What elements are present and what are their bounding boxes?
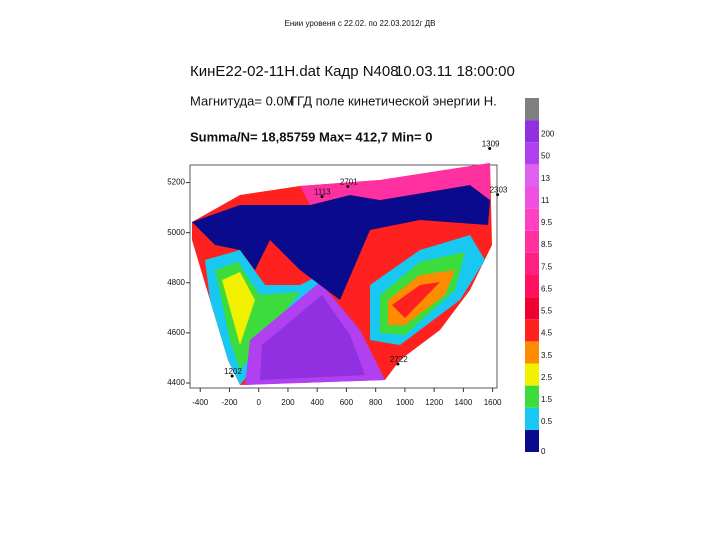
colorbar-label: 9.5 xyxy=(541,218,553,227)
colorbar-segment xyxy=(525,208,539,231)
colorbar-label: 5.5 xyxy=(541,307,553,316)
header-summary: Summa/N= 18,85759 Max= 412,7 Min= 0 xyxy=(190,129,432,144)
station-label: 1309 xyxy=(482,140,500,149)
colorbar-label: 200 xyxy=(541,130,555,139)
x-tick-label: 1600 xyxy=(484,398,502,407)
y-tick-label: 5000 xyxy=(167,228,185,237)
station xyxy=(496,193,500,197)
y-tick-label: 4600 xyxy=(167,328,185,337)
header-time: 10.03.11 18:00:00 xyxy=(395,63,515,80)
colorbar-label: 8.5 xyxy=(541,240,553,249)
colorbar-label: 2.5 xyxy=(541,373,553,382)
colorbar-segment xyxy=(525,98,539,121)
colorbar-label: 4.5 xyxy=(541,329,553,338)
colorbar-label: 13 xyxy=(541,174,550,183)
station xyxy=(230,374,234,378)
x-tick-label: 200 xyxy=(281,398,295,407)
station xyxy=(320,195,324,199)
colorbar-segment xyxy=(525,275,539,298)
colorbar-label: 1.5 xyxy=(541,395,553,404)
x-tick-label: -200 xyxy=(221,398,238,407)
colorbar-segment xyxy=(525,341,539,364)
y-tick-label: 4400 xyxy=(167,378,185,387)
x-tick-label: 600 xyxy=(340,398,354,407)
colorbar-segment xyxy=(525,120,539,143)
x-tick-label: -400 xyxy=(192,398,209,407)
colorbar-label: 6.5 xyxy=(541,284,553,293)
colorbar-label: 11 xyxy=(541,196,550,205)
y-tick-label: 4800 xyxy=(167,278,185,287)
colorbar-segment xyxy=(525,164,539,187)
header-file: КинE22-02-11Н.dat Кадр N408 xyxy=(190,63,399,80)
x-tick-label: 1000 xyxy=(396,398,414,407)
station-label: 1113 xyxy=(314,188,331,197)
x-tick-label: 1400 xyxy=(454,398,472,407)
header-magnitude: Магнитуда= 0.0М xyxy=(190,93,294,108)
colorbar-segment xyxy=(525,407,539,430)
station xyxy=(396,362,400,366)
colorbar-segment xyxy=(525,385,539,408)
x-tick-label: 400 xyxy=(311,398,325,407)
x-tick-label: 0 xyxy=(256,398,261,407)
colorbar-segment xyxy=(525,363,539,386)
station-label: 2722 xyxy=(390,355,408,364)
colorbar-segment xyxy=(525,319,539,342)
x-tick-label: 1200 xyxy=(425,398,443,407)
colorbar-segment xyxy=(525,230,539,253)
colorbar-segment xyxy=(525,429,539,452)
station-label: 2303 xyxy=(490,186,508,195)
x-tick-label: 800 xyxy=(369,398,383,407)
colorbar-label: 7.5 xyxy=(541,262,553,271)
colorbar-segment xyxy=(525,297,539,320)
station xyxy=(488,146,492,150)
y-tick-label: 5200 xyxy=(167,178,185,187)
colorbar-segment xyxy=(525,252,539,275)
colorbar-label: 50 xyxy=(541,152,550,161)
colorbar-segment xyxy=(525,142,539,165)
colorbar-label: 0 xyxy=(541,447,546,456)
contour-map xyxy=(189,163,498,389)
station xyxy=(346,185,350,189)
station-label: 1202 xyxy=(224,367,242,376)
slide-title: Ении уровеня с 22.02. по 22.03.2012г ДВ xyxy=(285,19,436,28)
colorbar-label: 0.5 xyxy=(541,417,553,426)
colorbar-segment xyxy=(525,186,539,209)
header-field: ГГД поле кинетической энергии Н. xyxy=(290,93,497,108)
colorbar-label: 3.5 xyxy=(541,351,553,360)
station-label: 2701 xyxy=(340,178,358,187)
